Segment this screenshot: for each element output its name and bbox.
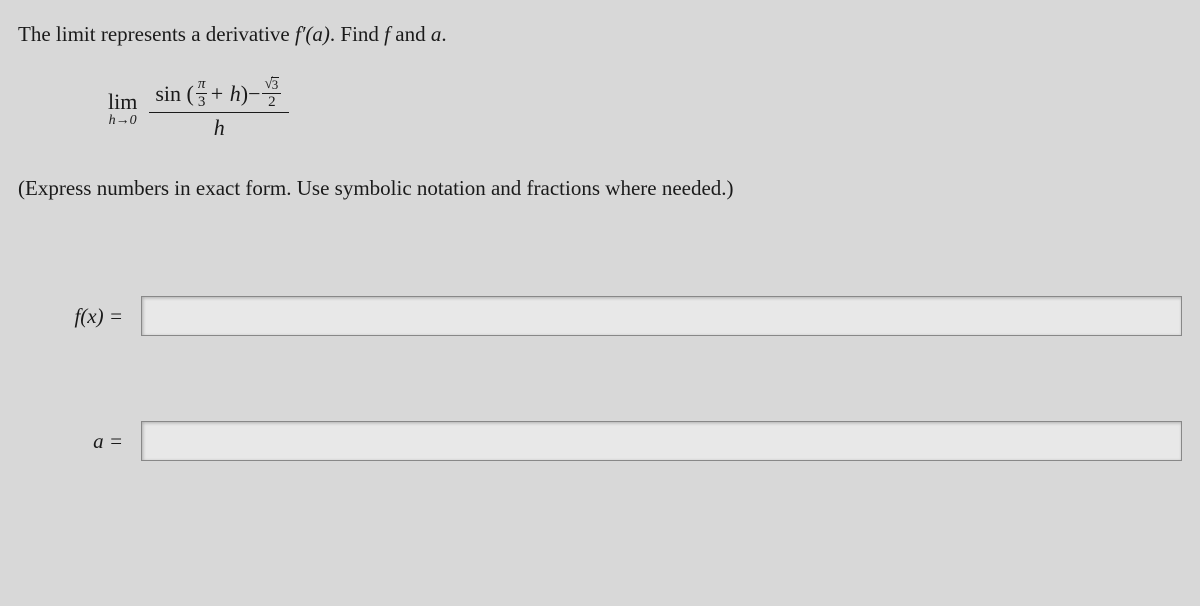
lim-subscript: h→0 <box>109 113 137 129</box>
pi-over-3: π 3 <box>196 77 208 110</box>
limit-operator: lim h→0 <box>108 89 137 129</box>
a-label: a = <box>63 429 123 454</box>
limit-expression: lim h→0 sin ( π 3 + h ) − √ <box>108 77 1182 141</box>
sqrt3-denominator: 2 <box>268 94 276 110</box>
statement-text-2: . Find <box>330 22 384 46</box>
sqrt3-numerator: √ 3 <box>262 77 281 94</box>
instruction-text: (Express numbers in exact form. Use symb… <box>18 176 1182 201</box>
a-variable: a <box>431 22 442 46</box>
numerator: sin ( π 3 + h ) − √ 3 <box>149 77 289 113</box>
sin-function: sin <box>155 81 181 107</box>
fx-answer-row: f(x) = <box>18 296 1182 336</box>
paren-open: ( <box>187 81 194 107</box>
statement-text-3: and <box>390 22 431 46</box>
sqrt3-over-2: √ 3 2 <box>262 77 281 110</box>
plus-h: + h <box>209 81 240 107</box>
main-fraction: sin ( π 3 + h ) − √ 3 <box>149 77 289 141</box>
paren-close: ) <box>241 81 248 107</box>
pi-numerator: π <box>196 77 208 94</box>
a-answer-row: a = <box>18 421 1182 461</box>
lim-word: lim <box>108 89 137 115</box>
question-container: The limit represents a derivative f′(a).… <box>18 20 1182 461</box>
fx-label: f(x) = <box>63 304 123 329</box>
statement-text-4: . <box>441 22 446 46</box>
problem-statement: The limit represents a derivative f′(a).… <box>18 20 1182 49</box>
statement-text-1: The limit represents a derivative <box>18 22 295 46</box>
a-input[interactable] <box>141 421 1182 461</box>
derivative-expression: f′(a) <box>295 22 330 46</box>
denominator: h <box>214 113 225 141</box>
pi-denominator: 3 <box>198 94 206 110</box>
minus-sign: − <box>248 81 260 107</box>
fx-input[interactable] <box>141 296 1182 336</box>
